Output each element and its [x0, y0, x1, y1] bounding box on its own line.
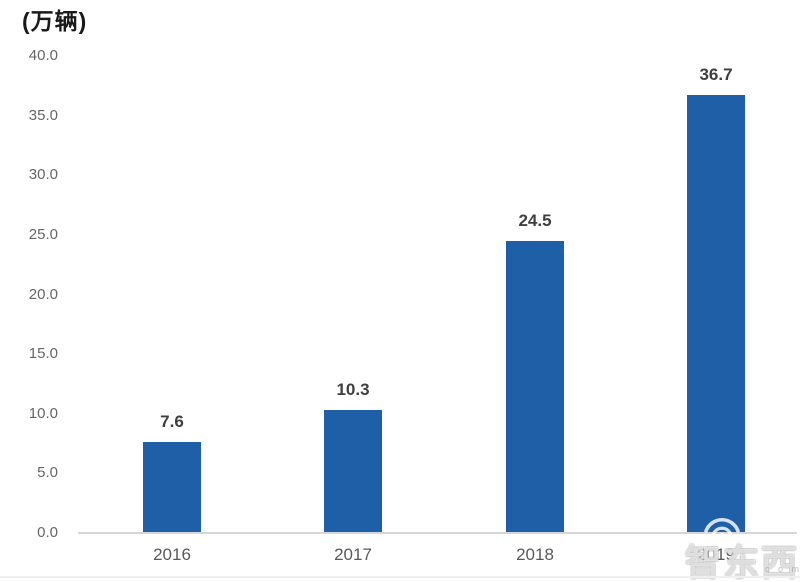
- bar-2017: [324, 410, 382, 533]
- x-label-2019: 2019: [697, 545, 735, 564]
- y-tick-5.0: 5.0: [37, 464, 58, 482]
- y-tick-25.0: 25.0: [28, 225, 58, 243]
- bar-2016: [143, 442, 201, 533]
- bar-2019: [687, 95, 745, 533]
- y-tick-20.0: 20.0: [28, 285, 58, 303]
- chart-unit-label: (万辆): [22, 8, 88, 34]
- y-tick-15.0: 15.0: [28, 345, 58, 363]
- y-tick-40.0: 40.0: [28, 47, 58, 64]
- bar-value-2019: 36.7: [699, 65, 733, 84]
- bottom-divider: [0, 576, 800, 578]
- bar-2018: [506, 241, 564, 533]
- bar-value-2018: 24.5: [518, 211, 552, 230]
- x-axis-line: [78, 532, 797, 534]
- x-label-2017: 2017: [334, 545, 372, 564]
- y-tick-35.0: 35.0: [28, 106, 58, 124]
- watermark-suffix: . c o m: [754, 564, 800, 574]
- y-tick-10.0: 10.0: [28, 404, 58, 422]
- y-tick-30.0: 30.0: [28, 166, 58, 184]
- x-label-2018: 2018: [516, 545, 554, 564]
- y-tick-0.0: 0.0: [37, 524, 58, 541]
- bar-value-2017: 10.3: [336, 380, 370, 399]
- x-label-2016: 2016: [153, 545, 191, 564]
- bar-value-2016: 7.6: [160, 412, 184, 431]
